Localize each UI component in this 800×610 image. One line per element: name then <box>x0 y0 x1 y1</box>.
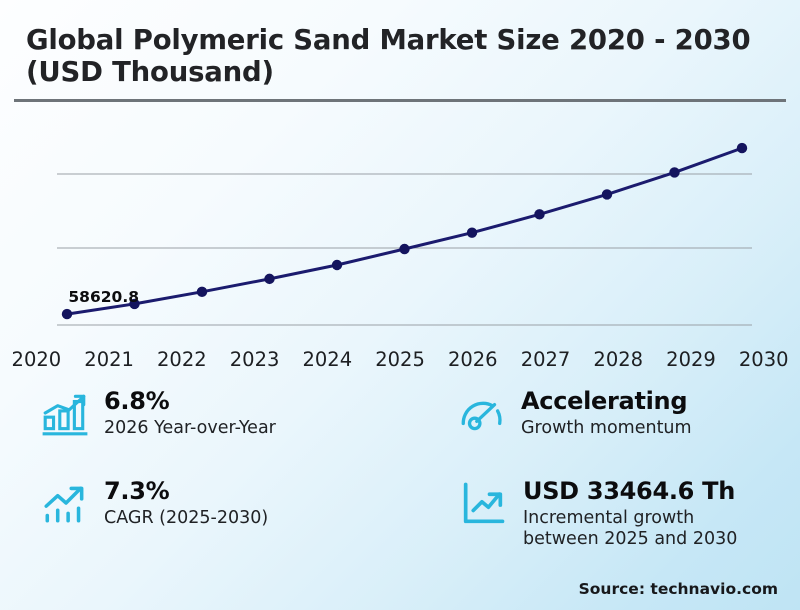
series-line <box>65 146 744 316</box>
stat-value-momentum: Accelerating <box>521 387 688 415</box>
x-tick-2030: 2030 <box>738 348 789 371</box>
data-point-2024 <box>331 259 343 271</box>
title-divider <box>14 99 786 102</box>
x-tick-2022: 2022 <box>157 348 207 371</box>
stat-label-momentum: Growth momentum <box>521 417 692 438</box>
bar-chart-growth-icon <box>40 388 90 442</box>
axis-trend-icon <box>457 478 509 534</box>
x-tick-2021: 2021 <box>84 348 134 371</box>
page-title: Global Polymeric Sand Market Size 2020 -… <box>26 24 751 89</box>
x-tick-2023: 2023 <box>229 348 280 371</box>
data-point-2021 <box>129 298 140 310</box>
data-point-2029 <box>669 167 680 178</box>
stats-section: 6.8% 2026 Year-over-Year 7.3% CAGR (2025… <box>0 382 800 562</box>
stat-text-incremental: USD 33464.6 Th Incremental growth betwee… <box>523 478 737 551</box>
data-point-2023 <box>264 273 275 285</box>
stat-text-momentum: Accelerating Growth momentum <box>521 388 692 439</box>
chart-plot-area: 58620.8 <box>0 110 800 345</box>
trend-bars-icon <box>40 478 90 532</box>
stat-value-yoy: 6.8% <box>104 387 170 415</box>
title-block: Global Polymeric Sand Market Size 2020 -… <box>26 24 786 88</box>
stat-text-cagr: 7.3% CAGR (2025-2030) <box>104 478 268 529</box>
x-tick-2027: 2027 <box>520 348 571 371</box>
line-chart-svg: 58620.8 <box>57 142 752 326</box>
data-point-2030 <box>736 142 748 154</box>
source-attribution: Source: technavio.com <box>578 580 778 598</box>
stat-value-cagr: 7.3% <box>104 477 170 505</box>
x-tick-2028: 2028 <box>593 348 644 371</box>
data-point-2020 <box>61 308 73 320</box>
data-point-2028 <box>601 189 613 200</box>
data-labels: 58620.8 <box>68 288 139 306</box>
data-label-2020: 58620.8 <box>68 288 139 306</box>
data-point-2025 <box>399 243 410 255</box>
stat-value-incremental: USD 33464.6 Th <box>523 477 735 505</box>
data-point-markers <box>61 142 748 320</box>
stat-label-yoy: 2026 Year-over-Year <box>104 417 276 438</box>
stat-label-incremental: Incremental growth between 2025 and 2030 <box>523 507 738 550</box>
data-point-2027 <box>534 209 545 220</box>
x-tick-2026: 2026 <box>447 348 498 371</box>
x-tick-2029: 2029 <box>666 348 716 371</box>
stat-card-yoy: 6.8% 2026 Year-over-Year <box>40 388 276 442</box>
data-point-2022 <box>196 286 208 298</box>
x-axis-tick-labels: 2020 2021 2022 2023 2024 2025 2026 2027 2028 2029… <box>0 345 800 375</box>
x-tick-2024: 2024 <box>302 348 353 371</box>
x-tick-2025: 2025 <box>375 348 425 371</box>
x-tick-2020: 2020 <box>11 348 62 371</box>
data-point-2026 <box>466 227 478 238</box>
stat-card-momentum: Accelerating Growth momentum <box>457 388 692 442</box>
speedometer-icon <box>457 388 507 442</box>
stat-label-cagr: CAGR (2025-2030) <box>104 507 269 528</box>
stat-text-yoy: 6.8% 2026 Year-over-Year <box>104 388 276 439</box>
stat-card-incremental: USD 33464.6 Th Incremental growth betwee… <box>457 478 737 551</box>
stat-card-cagr: 7.3% CAGR (2025-2030) <box>40 478 268 532</box>
